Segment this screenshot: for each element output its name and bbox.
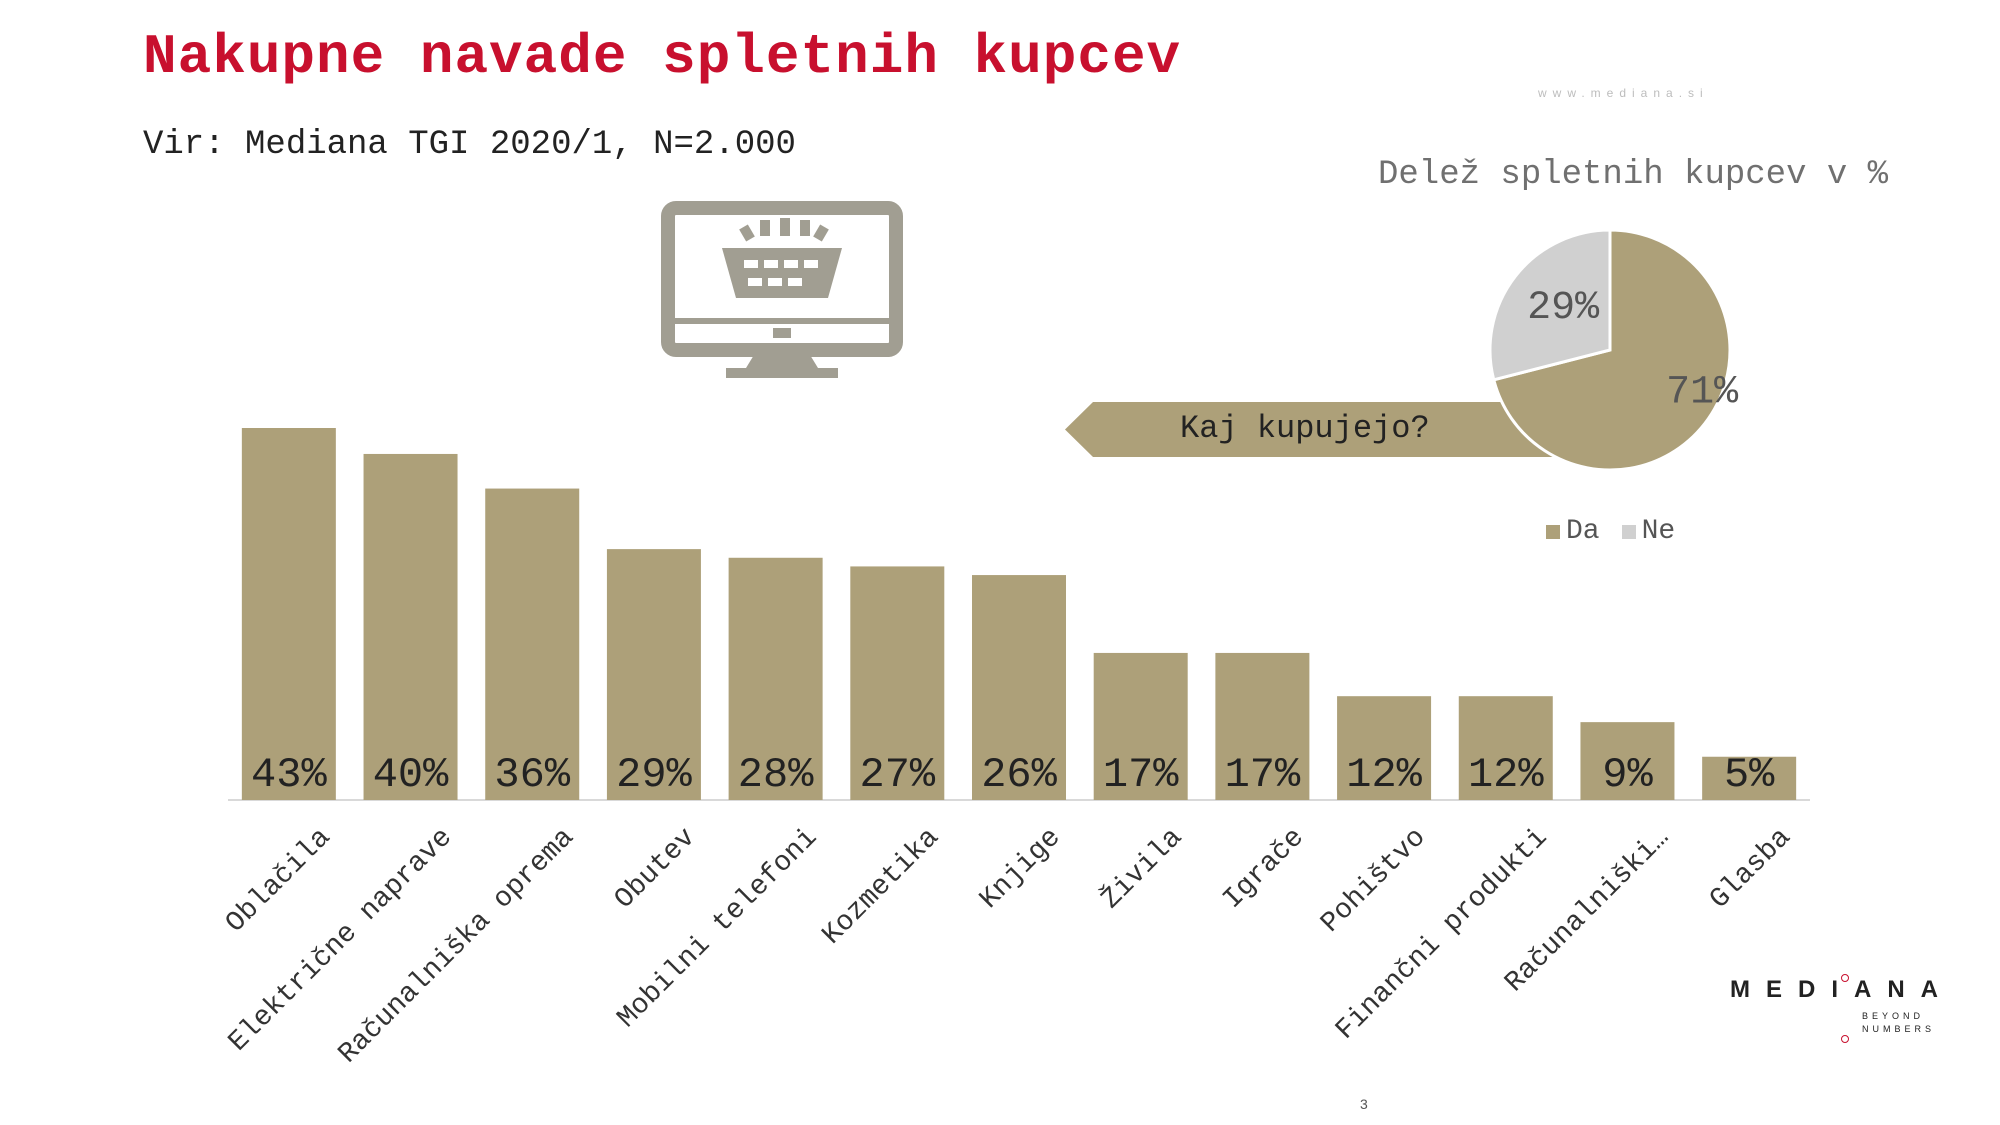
- bar-value-label: 9%: [1602, 751, 1653, 799]
- category-tick-label: Finančni produkti: [1330, 822, 1554, 1046]
- category-tick-label: Obutev: [609, 822, 702, 915]
- bar: [1093, 652, 1188, 800]
- category-tick-label: Igrače: [1218, 822, 1311, 915]
- logo-dot-top: [1841, 974, 1849, 982]
- category-tick-label: Živila: [1095, 822, 1189, 916]
- bar: [850, 566, 945, 800]
- bar-value-label: 40%: [373, 751, 449, 799]
- pie-value-label: 71%: [1666, 370, 1739, 415]
- bar-value-label: 26%: [981, 751, 1057, 799]
- bar-value-label: 36%: [494, 751, 570, 799]
- legend-item-da: Da: [1546, 516, 1600, 547]
- website-url: www.mediana.si: [1538, 86, 1709, 100]
- source-note: Vir: Mediana TGI 2020/1, N=2.000: [143, 126, 796, 164]
- computer-basket-icon: [661, 201, 903, 378]
- category-tick-label: Glasba: [1704, 822, 1797, 915]
- bar: [1458, 696, 1553, 800]
- legend-item-ne: Ne: [1621, 516, 1676, 547]
- pie-slice-ne: [1488, 228, 1612, 382]
- bar-value-label: 17%: [1103, 751, 1179, 799]
- bar-value-label: 29%: [616, 751, 692, 799]
- bar: [972, 575, 1066, 800]
- legend-swatch-da: [1546, 524, 1560, 539]
- category-tick-label: Kozmetika: [817, 822, 946, 951]
- bar: [241, 428, 336, 800]
- pie-legend: Da Ne: [1546, 516, 1675, 547]
- category-tick-label: Električne naprave: [223, 822, 459, 1058]
- bar: [1702, 756, 1797, 800]
- bar: [728, 557, 823, 800]
- logo-dot-bottom: [1841, 1035, 1849, 1043]
- pie-value-label: 29%: [1527, 286, 1600, 331]
- pie-chart: 71% 29%: [1488, 228, 1739, 472]
- bar: [1580, 722, 1675, 800]
- bar-value-label: 12%: [1468, 751, 1544, 799]
- pie-title: Delež spletnih kupcev v %: [1378, 156, 1889, 194]
- bar-value-label: 17%: [1225, 751, 1301, 799]
- bar: [485, 488, 580, 800]
- bar: [1337, 696, 1432, 800]
- slide-title: Nakupne navade spletnih kupcev: [143, 25, 1182, 89]
- bar-value-label: 5%: [1724, 751, 1775, 799]
- legend-label-ne: Ne: [1641, 516, 1676, 547]
- pie-slice-da: [1491, 228, 1732, 472]
- category-tick-label: Računalniška oprema: [333, 822, 581, 1070]
- bar-value-label: 28%: [738, 751, 814, 799]
- bar: [363, 453, 458, 800]
- logo-tagline: BEYOND NUMBERS: [1862, 1011, 1936, 1034]
- bar: [1215, 652, 1310, 800]
- bar-value-label: 43%: [251, 751, 327, 799]
- category-tick-label: Pohištvo: [1315, 822, 1432, 939]
- callout-arrow: [1065, 402, 1625, 457]
- category-tick-label: Knjige: [974, 822, 1067, 915]
- bar-value-label: 27%: [859, 751, 935, 799]
- category-tick-label: Mobilni telefoni: [612, 822, 824, 1034]
- callout-label: Kaj kupujejo?: [1180, 410, 1430, 447]
- category-tick-label: Oblačila: [220, 822, 337, 939]
- page-number: 3: [1360, 1096, 1368, 1112]
- bar: [606, 549, 701, 800]
- bar-value-label: 12%: [1346, 751, 1422, 799]
- logo-name: MEDIANA: [1730, 976, 1954, 1003]
- legend-label-da: Da: [1566, 516, 1600, 547]
- legend-swatch-ne: [1621, 524, 1636, 539]
- mediana-logo: MEDIANA BEYOND NUMBERS: [1730, 976, 1954, 1036]
